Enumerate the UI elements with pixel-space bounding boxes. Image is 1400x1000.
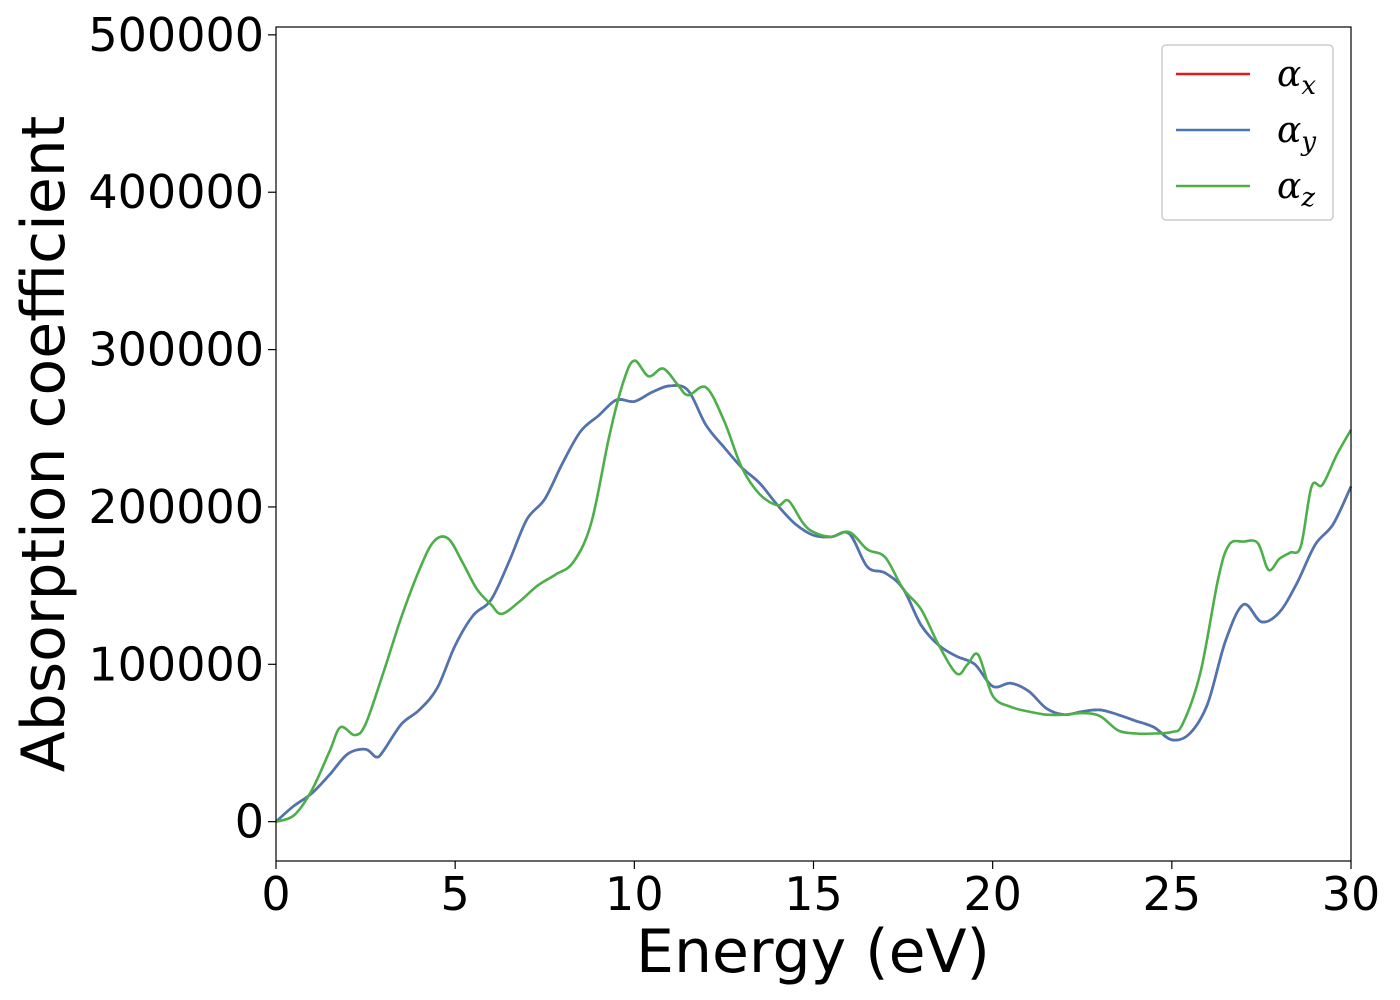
x-tick-label: 10 [605,867,664,921]
y-tick-label: 100000 [88,637,264,691]
y-axis-title: Absorption coefficient [9,116,79,773]
x-tick-label: 25 [1143,867,1202,921]
series-layer [275,359,1353,823]
y-tick-label: 200000 [88,480,264,534]
x-axis-title: Energy (eV) [636,917,990,987]
y-tick-label: 0 [235,795,264,849]
y-axis-ticks: 0 100000 200000 300000 400000 500000 [88,8,276,849]
x-tick-label: 5 [441,867,470,921]
x-tick-label: 15 [784,867,843,921]
x-axis-ticks: 0 5 10 15 20 25 30 [261,861,1380,921]
y-tick-label: 400000 [88,165,264,219]
x-tick-label: 30 [1322,867,1381,921]
series-line-2 [275,384,1353,823]
x-tick-label: 20 [963,867,1022,921]
y-tick-label: 300000 [88,323,264,377]
legend-frame [1161,44,1334,221]
y-tick-label: 500000 [88,8,264,62]
x-tick-label: 0 [261,867,290,921]
series-line-3 [275,359,1353,823]
